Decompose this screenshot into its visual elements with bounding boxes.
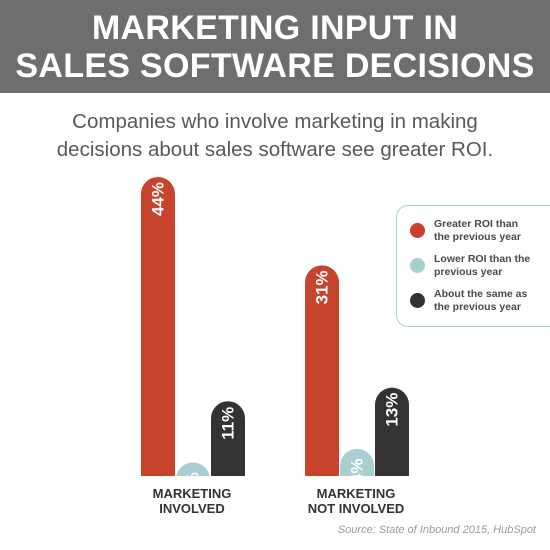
legend-label-line: previous year xyxy=(434,266,503,278)
bar-lower-roi-involved xyxy=(176,462,210,480)
title-line-2: SALES SOFTWARE DECISIONS xyxy=(15,46,535,85)
legend-swatch-lower-roi xyxy=(410,258,425,273)
data-label-greater-roi-not-involved: 31% xyxy=(313,270,332,304)
legend-swatch-greater-roi xyxy=(410,223,425,238)
bar-lower-roi-not-involved xyxy=(340,448,374,476)
source-note: Source: State of Inbound 2015, HubSpot xyxy=(337,524,536,536)
data-label-lower-roi-involved: 2% xyxy=(184,472,203,497)
legend-label-line: About the same as xyxy=(434,288,528,300)
title-banner: MARKETING INPUT IN SALES SOFTWARE DECISI… xyxy=(0,0,550,93)
category-label-not-involved: MARKETING NOT INVOLVED xyxy=(307,486,405,516)
subtitle-line-2: decisions about sales software see great… xyxy=(56,138,494,161)
legend-item-lower-roi: Lower ROI than the previous year xyxy=(410,253,546,279)
bar-same-roi-not-involved xyxy=(375,387,409,476)
data-label-greater-roi-involved: 44% xyxy=(149,182,168,216)
legend-label-line: the previous year xyxy=(434,231,521,243)
bar-greater-roi-involved xyxy=(141,177,175,476)
subtitle-line-1: Companies who involve marketing in makin… xyxy=(72,110,478,133)
data-label-same-roi-not-involved: 13% xyxy=(383,393,402,427)
legend-item-same-roi: About the same as the previous year xyxy=(410,288,546,314)
subtitle: Companies who involve marketing in makin… xyxy=(0,108,550,164)
category-label-involved: MARKETING INVOLVED xyxy=(152,486,232,516)
data-label-same-roi-involved: 11% xyxy=(219,407,238,440)
legend-swatch-same-roi xyxy=(410,293,425,308)
bar-greater-roi-not-involved xyxy=(305,265,339,476)
legend-item-greater-roi: Greater ROI than the previous year xyxy=(410,218,546,244)
data-label-lower-roi-not-involved: 4% xyxy=(348,459,367,484)
legend: Greater ROI than the previous year Lower… xyxy=(396,205,550,327)
legend-label-line: Greater ROI than xyxy=(434,218,519,230)
bar-same-roi-involved xyxy=(211,401,245,476)
legend-label-line: Lower ROI than the xyxy=(434,253,531,265)
legend-label-line: the previous year xyxy=(434,301,521,313)
title-line-1: MARKETING INPUT IN xyxy=(91,8,459,47)
